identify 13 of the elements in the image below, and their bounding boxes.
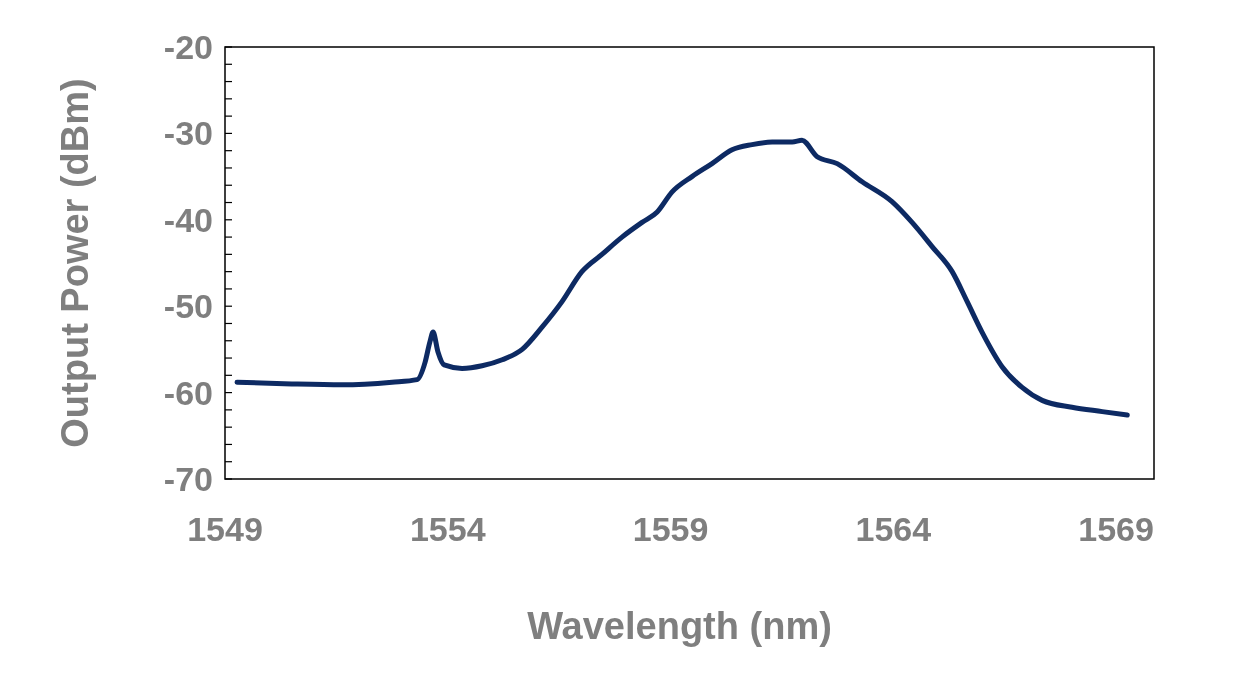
y-axis-title: Output Power (dBm) [54,78,96,448]
x-tick-label: 1549 [187,510,263,548]
x-tick-label: 1569 [1078,510,1154,548]
y-tick-label: -50 [163,287,213,326]
y-tick-label: -40 [163,200,213,239]
y-tick-label: -60 [163,373,213,412]
x-tick-label: 1554 [409,510,486,548]
y-tick-label: -20 [163,27,213,66]
x-tick-label: 1559 [632,510,709,548]
y-tick-label: -70 [163,459,213,498]
x-axis-title: Wavelength (nm) [527,605,832,647]
y-tick-label: -30 [163,114,213,153]
x-tick-label: 1564 [855,510,932,548]
